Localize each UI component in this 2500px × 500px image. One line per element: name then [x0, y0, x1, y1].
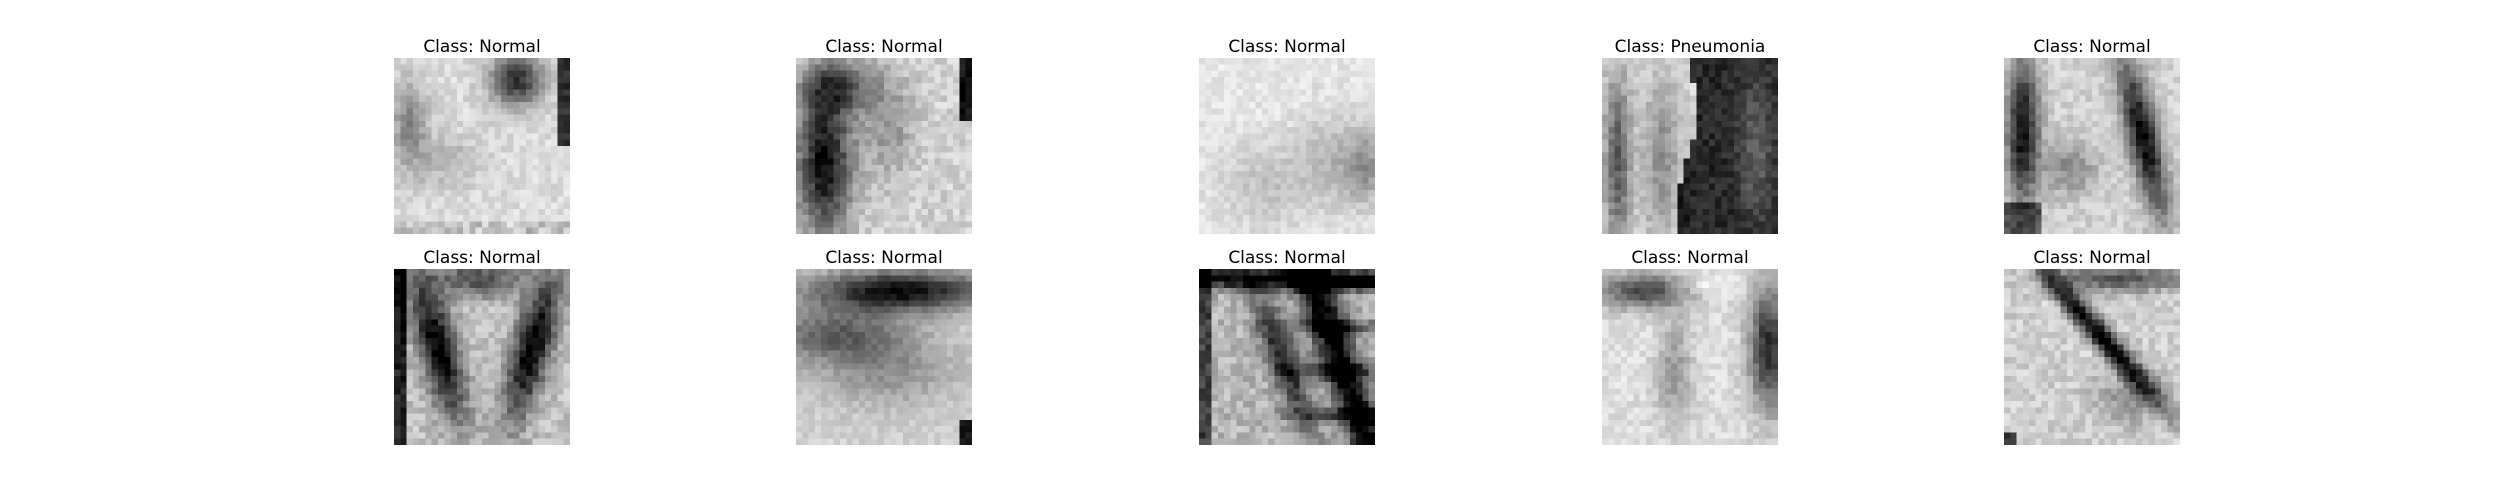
sample-panel: Class: Normal: [1199, 37, 1375, 234]
xray-image: [796, 269, 972, 445]
sample-panel: Class: Normal: [796, 248, 972, 445]
sample-panel: Class: Normal: [2004, 248, 2180, 445]
panel-title: Class: Normal: [1228, 37, 1346, 57]
panel-title: Class: Normal: [2033, 37, 2151, 57]
xray-image: [1602, 269, 1778, 445]
panel-title: Class: Normal: [1228, 248, 1346, 268]
xray-image: [394, 269, 570, 445]
panel-title: Class: Normal: [825, 248, 943, 268]
panel-title: Class: Pneumonia: [1614, 37, 1766, 57]
xray-image: [2004, 58, 2180, 234]
sample-panel: Class: Normal: [1199, 248, 1375, 445]
panel-title: Class: Normal: [423, 248, 541, 268]
xray-image: [1199, 269, 1375, 445]
panel-title: Class: Normal: [825, 37, 943, 57]
xray-image: [394, 58, 570, 234]
panel-title: Class: Normal: [2033, 248, 2151, 268]
xray-image: [1602, 58, 1778, 234]
sample-panel: Class: Pneumonia: [1602, 37, 1778, 234]
xray-image: [1199, 58, 1375, 234]
sample-panel: Class: Normal: [2004, 37, 2180, 234]
sample-panel: Class: Normal: [394, 248, 570, 445]
panel-title: Class: Normal: [1631, 248, 1749, 268]
panel-title: Class: Normal: [423, 37, 541, 57]
sample-panel: Class: Normal: [394, 37, 570, 234]
xray-image: [2004, 269, 2180, 445]
sample-panel: Class: Normal: [796, 37, 972, 234]
sample-panel: Class: Normal: [1602, 248, 1778, 445]
xray-image: [796, 58, 972, 234]
